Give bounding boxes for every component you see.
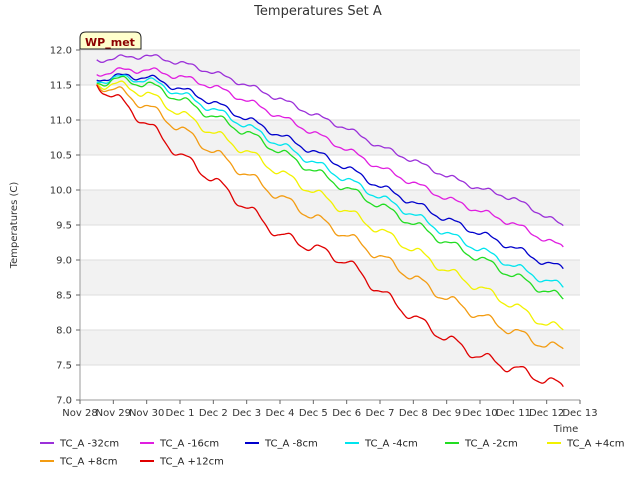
y-tick-label: 9.5	[56, 221, 72, 232]
plot-band	[80, 85, 580, 120]
series-line	[96, 54, 564, 227]
legend-label: TC_A -4cm	[364, 439, 418, 450]
y-tick-label: 7.5	[56, 361, 72, 372]
y-tick-label: 8.5	[56, 291, 72, 302]
x-tick-label: Nov 28	[62, 408, 97, 419]
legend-label: TC_A -16cm	[159, 439, 219, 450]
series-line	[96, 80, 564, 331]
legend-item: TC_A +8cm	[40, 457, 118, 468]
legend-item: TC_A +12cm	[140, 457, 224, 468]
legend-item: TC_A -8cm	[245, 439, 318, 450]
legend-item: TC_A +4cm	[547, 439, 625, 450]
series-line	[96, 75, 564, 300]
plot-band	[80, 365, 580, 400]
x-tick-label: Dec 5	[299, 408, 328, 419]
plot-band	[80, 330, 580, 365]
series-line	[96, 67, 564, 248]
badge-label: WP_met	[85, 36, 135, 49]
x-tick-label: Dec 1	[166, 408, 195, 419]
x-tick-label: Dec 13	[562, 408, 597, 419]
y-tick-label: 10.5	[50, 151, 72, 162]
x-tick-label: Dec 7	[366, 408, 395, 419]
x-tick-label: Dec 9	[432, 408, 461, 419]
series-line	[96, 74, 564, 288]
y-tick-label: 11.5	[50, 81, 72, 92]
x-tick-label: Dec 4	[266, 408, 295, 419]
x-tick-label: Dec 11	[496, 408, 531, 419]
plot-band	[80, 190, 580, 225]
y-tick-label: 8.0	[56, 326, 72, 337]
wp-met-badge: WP_met	[79, 31, 142, 50]
legend-item: TC_A -32cm	[40, 439, 119, 450]
plot-band	[80, 120, 580, 155]
y-axis-title: Temperatures (C)	[9, 182, 20, 270]
series-line	[96, 83, 564, 350]
legend-label: TC_A +8cm	[59, 457, 118, 468]
legend-label: TC_A -8cm	[264, 439, 318, 450]
plot-band	[80, 295, 580, 330]
y-tick-label: 10.0	[50, 186, 72, 197]
y-tick-label: 9.0	[56, 256, 72, 267]
x-tick-label: Nov 30	[129, 408, 164, 419]
legend-item: TC_A -4cm	[345, 439, 418, 450]
y-tick-label: 7.0	[56, 396, 72, 407]
x-tick-label: Dec 8	[399, 408, 428, 419]
legend: TC_A -32cm TC_A -16cm TC_A -8cm TC_A -4cm TC…	[40, 439, 625, 468]
y-tick-label: 12.0	[50, 46, 72, 57]
legend-label: TC_A -32cm	[59, 439, 119, 450]
series-line	[96, 84, 564, 388]
legend-label: TC_A -2cm	[464, 439, 518, 450]
x-tick-label: Dec 3	[232, 408, 261, 419]
x-tick-label: Dec 10	[462, 408, 497, 419]
legend-item: TC_A -2cm	[445, 439, 518, 450]
x-tick-label: Dec 6	[332, 408, 361, 419]
chart-title: Temperatures Set A	[253, 4, 382, 19]
legend-item: TC_A -16cm	[140, 439, 219, 450]
series-lines	[96, 54, 564, 388]
series-line	[96, 73, 564, 270]
y-tick-label: 11.0	[50, 116, 72, 127]
x-tick-label: Dec 12	[529, 408, 564, 419]
legend-label: TC_A +12cm	[159, 457, 224, 468]
legend-label: TC_A +4cm	[566, 439, 625, 450]
x-tick-label: Nov 29	[96, 408, 131, 419]
y-axis-ticks: 7.0 7.5 8.0 8.5 9.0 9.5 10.0 10.5 11.0 11.5 12.0	[50, 46, 80, 407]
plot-band	[80, 50, 580, 85]
x-tick-label: Dec 2	[199, 408, 228, 419]
x-axis-title: Time	[553, 424, 578, 435]
